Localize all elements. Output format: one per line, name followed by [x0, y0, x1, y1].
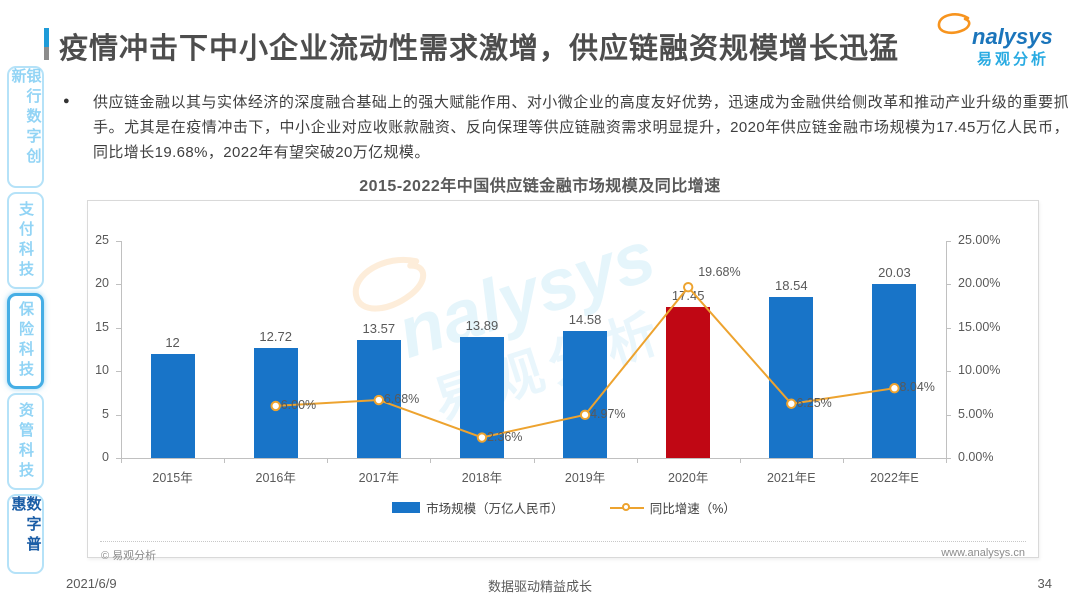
- sidebar-item-asset-mgmt-tech[interactable]: 资管科技: [7, 393, 44, 490]
- left-axis-tick: 5: [102, 406, 109, 421]
- x-axis-label: 2021年E: [766, 471, 816, 485]
- legend-bar-swatch: [392, 502, 421, 513]
- legend-item-growth: 同比增速（%）: [609, 498, 736, 517]
- x-axis-label: 2020年: [668, 471, 709, 485]
- x-axis-label: 2022年E: [870, 471, 919, 485]
- right-axis-tick: 10.00%: [958, 363, 1001, 378]
- legend-line-label: 同比增速（%）: [649, 502, 736, 516]
- bar-value-label: 13.57: [362, 321, 396, 337]
- bar-2022年E: [872, 284, 917, 458]
- card-divider: [100, 541, 1026, 542]
- bar-2019年: [563, 331, 608, 458]
- growth-value-label: 2.36%: [486, 429, 523, 444]
- x-axis-label: 2019年: [564, 471, 606, 485]
- sidebar-item-payment-tech[interactable]: 支付科技: [7, 192, 44, 289]
- summary-text: 供应链金融以其与实体经济的深度融合基础上的强大赋能作用、对小微企业的高度友好优势…: [93, 94, 1069, 161]
- right-axis-tick: 0.00%: [958, 450, 994, 464]
- chart-source: © 易观分析: [101, 550, 157, 562]
- chart-card: nalysys 易观分析 0 5 10 15 20 25 0.00% 5.00% 10.00% 1…: [87, 200, 1040, 562]
- chart-website: www.analysys.cn: [941, 547, 1025, 559]
- growth-value-label: 19.68%: [698, 265, 741, 280]
- sidebar-item-insurance-tech[interactable]: 保险科技: [7, 293, 44, 389]
- growth-value-label: 8.04%: [899, 380, 935, 395]
- footer-slogan: 数据驱动精益成长: [487, 579, 592, 594]
- bar-2015年: [150, 353, 195, 458]
- page-number: 34: [1037, 576, 1052, 591]
- logo-cn-text: 易观分析: [977, 51, 1050, 68]
- left-axis-tick: 10: [95, 363, 109, 378]
- legend-line-swatch: [609, 502, 644, 513]
- right-axis-tick: 5.00%: [958, 406, 994, 421]
- right-axis-tick: 20.00%: [958, 276, 1001, 291]
- x-axis-label: 2017年: [358, 471, 399, 485]
- summary-paragraph: ● 供应链金融以其与实体经济的深度融合基础上的强大赋能作用、对小微企业的高度友好…: [63, 90, 1069, 165]
- chart-legend: 市场规模（万亿人民币） 同比增速（%）: [88, 498, 1040, 517]
- growth-value-label: 6.25%: [796, 395, 832, 410]
- bar-value-label: 20.03: [878, 265, 911, 281]
- bar-value-label: 13.89: [465, 318, 499, 334]
- left-axis-tick: 0: [102, 450, 109, 464]
- left-axis-tick: 25: [95, 233, 109, 247]
- page-title: 疫情冲击下中小企业流动性需求激增，供应链融资规模增长迅猛: [59, 33, 900, 65]
- title-accent-bar: [44, 28, 49, 60]
- bar-value-label: 12.72: [259, 328, 292, 344]
- legend-bar-label: 市场规模（万亿人民币）: [426, 502, 564, 516]
- chart-title: 2015-2022年中国供应链金融市场规模及同比增速: [359, 178, 721, 195]
- legend-item-market-size: 市场规模（万亿人民币）: [392, 498, 564, 517]
- sidebar-item-digital-inclusion[interactable]: 数字普惠: [7, 494, 44, 574]
- x-axis-label: 2015年: [152, 471, 193, 485]
- analysys-logo: nalysys 易观分析: [932, 12, 1077, 68]
- bar-value-label: 14.58: [568, 312, 602, 328]
- report-date: 2021/6/9: [66, 576, 117, 591]
- growth-line: [270, 281, 900, 443]
- right-axis-tick: 25.00%: [958, 233, 1001, 247]
- left-axis-tick: 20: [95, 276, 109, 291]
- left-axis-tick: 15: [95, 319, 109, 334]
- bar-value-label: 18.54: [775, 278, 808, 294]
- x-axis-label: 2016年: [255, 471, 296, 485]
- growth-value-label: 6.68%: [383, 392, 420, 407]
- x-axis-label: 2018年: [461, 471, 503, 485]
- bullet-marker: ●: [63, 95, 70, 107]
- right-axis-tick: 15.00%: [958, 319, 1001, 334]
- sidebar-item-banking-digital[interactable]: 银行数字创新: [7, 66, 44, 188]
- growth-value-label: 4.97%: [590, 406, 626, 421]
- bar-2020年: [666, 306, 711, 458]
- bar-value-label: 12: [165, 334, 180, 350]
- chart-plot-area: 0 5 10 15 20 25 0.00% 5.00% 10.00% 15.00% 20.00% 25…: [95, 233, 1000, 485]
- bar-2021年E: [769, 297, 814, 458]
- growth-value-label: 6.00%: [280, 397, 317, 412]
- logo-wordmark: nalysys: [972, 24, 1053, 49]
- analysys-swirl-icon: [937, 13, 971, 35]
